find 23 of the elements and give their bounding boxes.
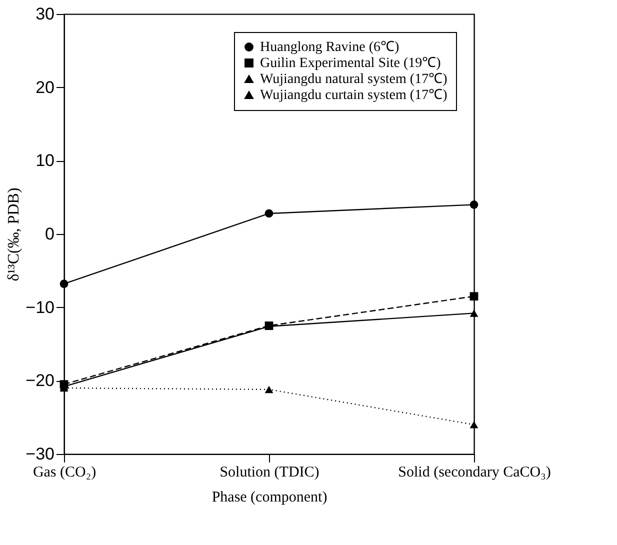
y-tick-label: −30: [26, 444, 54, 464]
y-tick-label: 10: [36, 151, 54, 170]
legend-label: Guilin Experimental Site (19℃): [260, 56, 442, 71]
y-tick-label: −20: [26, 371, 54, 390]
y-axis-title: δ¹³C(‰, PDB): [6, 188, 23, 282]
point: [470, 421, 478, 428]
legend-label: Wujiangdu curtain system (17℃): [260, 88, 448, 103]
x-tick-label: Solution (TDIC): [220, 464, 320, 480]
legend-label: Huanglong Ravine (6℃): [260, 40, 400, 55]
x-tick-label: Gas (CO₂): [32, 464, 96, 480]
point: [470, 292, 478, 301]
legend-label: Wujiangdu natural system (17℃): [260, 72, 448, 87]
point: [264, 386, 274, 394]
point: [264, 209, 274, 218]
y-tick-label: −10: [26, 298, 54, 317]
y-tick-label: 0: [45, 224, 54, 244]
y-tick-label: 20: [36, 78, 54, 97]
x-axis-title: Phase (component): [212, 490, 328, 506]
point: [470, 310, 478, 317]
point: [60, 280, 68, 288]
point: [470, 200, 478, 209]
x-tick-label: Solid (secondary CaCO₃): [398, 464, 551, 480]
y-tick-label: 30: [36, 4, 54, 24]
